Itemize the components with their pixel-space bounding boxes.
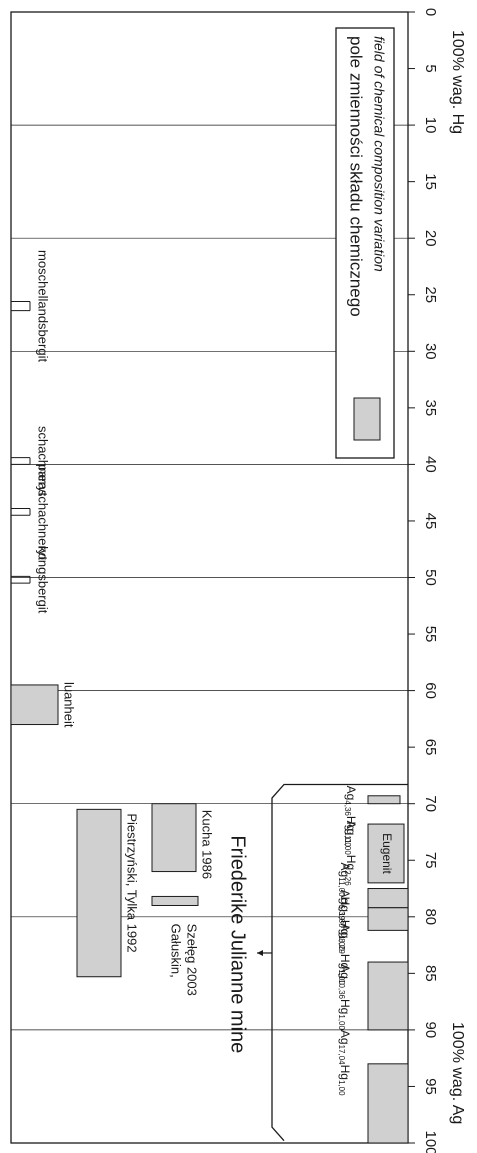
tick-label: 90 xyxy=(422,1022,439,1039)
eugenit-label: Eugenit xyxy=(380,833,394,874)
tick-label: 35 xyxy=(422,400,439,417)
phase-label-4: Ag8,29Hg1,00 xyxy=(337,924,352,986)
literature-label-kucha: Kucha 1986 xyxy=(200,810,215,879)
phase-bar-ag1704 xyxy=(367,1063,409,1144)
phase-label-3: Ag6,39Hg1,00 xyxy=(337,890,352,952)
phase-bar-ag829 xyxy=(367,907,409,931)
tick-label: 45 xyxy=(422,513,439,530)
tick-label: 70 xyxy=(422,795,439,812)
tick-label: 15 xyxy=(422,173,439,190)
legend-box xyxy=(335,27,395,459)
literature-bar-piestrzynski xyxy=(76,808,122,978)
tick-label: 80 xyxy=(422,908,439,925)
mineral-label-kongsbergit: kongsbergit xyxy=(36,546,51,614)
phase-label-5: Ag10,36Hg1,00 xyxy=(337,964,352,1030)
tick-label: 0 xyxy=(422,8,439,16)
mine-label: Friederike Julianne mine xyxy=(227,835,249,1053)
literature-label-galuskin-1: Gałuskin, xyxy=(169,924,184,978)
legend-swatch xyxy=(353,397,381,441)
legend-text-pl: pole zmienności składu chemicznego xyxy=(347,36,366,317)
tick-label: 25 xyxy=(422,286,439,303)
legend-text-en: field of chemical composition variation xyxy=(371,36,387,272)
literature-bar-galuskin xyxy=(151,895,199,906)
literature-label-galuskin-2: Szełęg 2003 xyxy=(185,924,200,996)
axis-label-ag: 100% wag. Ag xyxy=(449,1022,466,1124)
phase-label-1: Ag11,00Hg2,26 xyxy=(343,821,358,887)
axis-label-hg: 100% wag. Hg xyxy=(449,30,466,134)
phase-bar-ag1036 xyxy=(367,961,409,1031)
phase-label-2: Ag11,00Hg1,80 xyxy=(337,863,352,929)
mineral-label-paraschachneryt: paraschachneryt xyxy=(36,464,51,560)
tick-label: 5 xyxy=(422,64,439,72)
mineral-label-luanheit: luanheit xyxy=(62,682,77,728)
tick-label: 50 xyxy=(422,569,439,586)
literature-bar-kucha xyxy=(151,803,197,873)
phase-label-6: Ag17,04Hg1,00 xyxy=(337,1030,352,1096)
phase-bar-ag436 xyxy=(367,795,401,805)
tick-label: 20 xyxy=(422,230,439,247)
tick-label: 10 xyxy=(422,117,439,134)
tick-label: 40 xyxy=(422,456,439,473)
tick-label: 65 xyxy=(422,739,439,756)
tick-label: 100 xyxy=(422,1130,439,1153)
tick-label: 95 xyxy=(422,1078,439,1095)
mine-arrow-head xyxy=(257,949,263,956)
phase-label-0: Ag4,36Hg1,00 xyxy=(343,786,358,848)
mineral-label-schachneryt: schachneryt xyxy=(36,426,51,496)
tick-label: 85 xyxy=(422,965,439,982)
mineral-bar-luanheit xyxy=(10,684,59,726)
tick-label: 60 xyxy=(422,682,439,699)
eugenit-bar xyxy=(367,823,405,884)
tick-label: 30 xyxy=(422,343,439,360)
mine-bracket xyxy=(271,783,408,1142)
tick-label: 55 xyxy=(422,626,439,643)
tick-label: 75 xyxy=(422,852,439,869)
phase-bar-ag639 xyxy=(367,888,409,909)
mineral-label-moschellandsbergit: moschellandsbergit xyxy=(36,250,51,362)
literature-label-piestrzynski: Piestrzyński, Tylka 1992 xyxy=(125,813,140,952)
